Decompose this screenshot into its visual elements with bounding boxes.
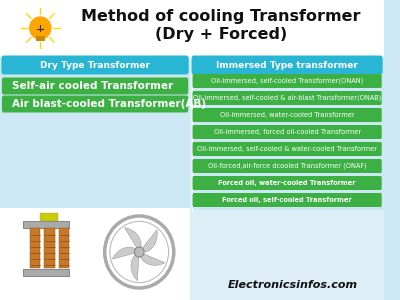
Circle shape (134, 247, 144, 257)
FancyBboxPatch shape (2, 95, 188, 112)
Text: Method of cooling Transformer: Method of cooling Transformer (81, 10, 361, 25)
FancyBboxPatch shape (23, 221, 69, 228)
FancyBboxPatch shape (192, 108, 382, 122)
FancyBboxPatch shape (40, 213, 58, 221)
Text: Oil-immersed, self-cooled & water-cooled Transformer: Oil-immersed, self-cooled & water-cooled… (197, 146, 377, 152)
Text: Forced oil, self-cooled Transformer: Forced oil, self-cooled Transformer (222, 197, 352, 203)
FancyBboxPatch shape (36, 36, 45, 41)
FancyBboxPatch shape (0, 58, 190, 210)
Polygon shape (112, 247, 139, 259)
FancyBboxPatch shape (58, 228, 69, 268)
Text: Oil-immersed, self-cooled & air-blast Transformer(ONAB): Oil-immersed, self-cooled & air-blast Tr… (193, 95, 381, 101)
FancyBboxPatch shape (2, 77, 188, 94)
FancyBboxPatch shape (23, 269, 69, 276)
Text: Self-air cooled Transformer: Self-air cooled Transformer (12, 81, 173, 91)
Circle shape (30, 17, 51, 39)
Text: Oil-immersed, forced oil-cooled Transformer: Oil-immersed, forced oil-cooled Transfor… (214, 129, 361, 135)
Text: Air blast-cooled Transformer(AB): Air blast-cooled Transformer(AB) (12, 99, 206, 109)
FancyBboxPatch shape (192, 58, 384, 210)
FancyBboxPatch shape (192, 91, 382, 105)
Text: Oil-immersed, self-cooled Transformer(ONAN): Oil-immersed, self-cooled Transformer(ON… (211, 78, 363, 84)
Text: Immersed Type transformer: Immersed Type transformer (216, 61, 358, 70)
Polygon shape (139, 252, 165, 265)
FancyBboxPatch shape (192, 193, 382, 207)
FancyBboxPatch shape (0, 0, 384, 300)
Text: Forced oil, water-cooled Transformer: Forced oil, water-cooled Transformer (218, 180, 356, 186)
Polygon shape (131, 252, 139, 281)
FancyBboxPatch shape (0, 208, 190, 300)
FancyBboxPatch shape (192, 159, 382, 173)
FancyBboxPatch shape (0, 0, 384, 60)
Polygon shape (124, 228, 141, 252)
FancyBboxPatch shape (192, 125, 382, 139)
Polygon shape (139, 230, 157, 252)
FancyBboxPatch shape (192, 176, 382, 190)
FancyBboxPatch shape (30, 228, 40, 268)
Text: Oil-immersed, water-cooled Transformer: Oil-immersed, water-cooled Transformer (220, 112, 354, 118)
FancyBboxPatch shape (192, 74, 382, 88)
FancyBboxPatch shape (44, 228, 55, 268)
FancyBboxPatch shape (2, 56, 189, 74)
Text: Electronicsinfos.com: Electronicsinfos.com (228, 280, 358, 290)
Text: (Dry + Forced): (Dry + Forced) (155, 28, 287, 43)
FancyBboxPatch shape (192, 56, 383, 74)
Text: Dry Type Transformer: Dry Type Transformer (40, 61, 150, 70)
Text: Oil-forced,air-force dcooled Transformer (ONAF): Oil-forced,air-force dcooled Transformer… (208, 163, 366, 169)
FancyBboxPatch shape (192, 142, 382, 156)
